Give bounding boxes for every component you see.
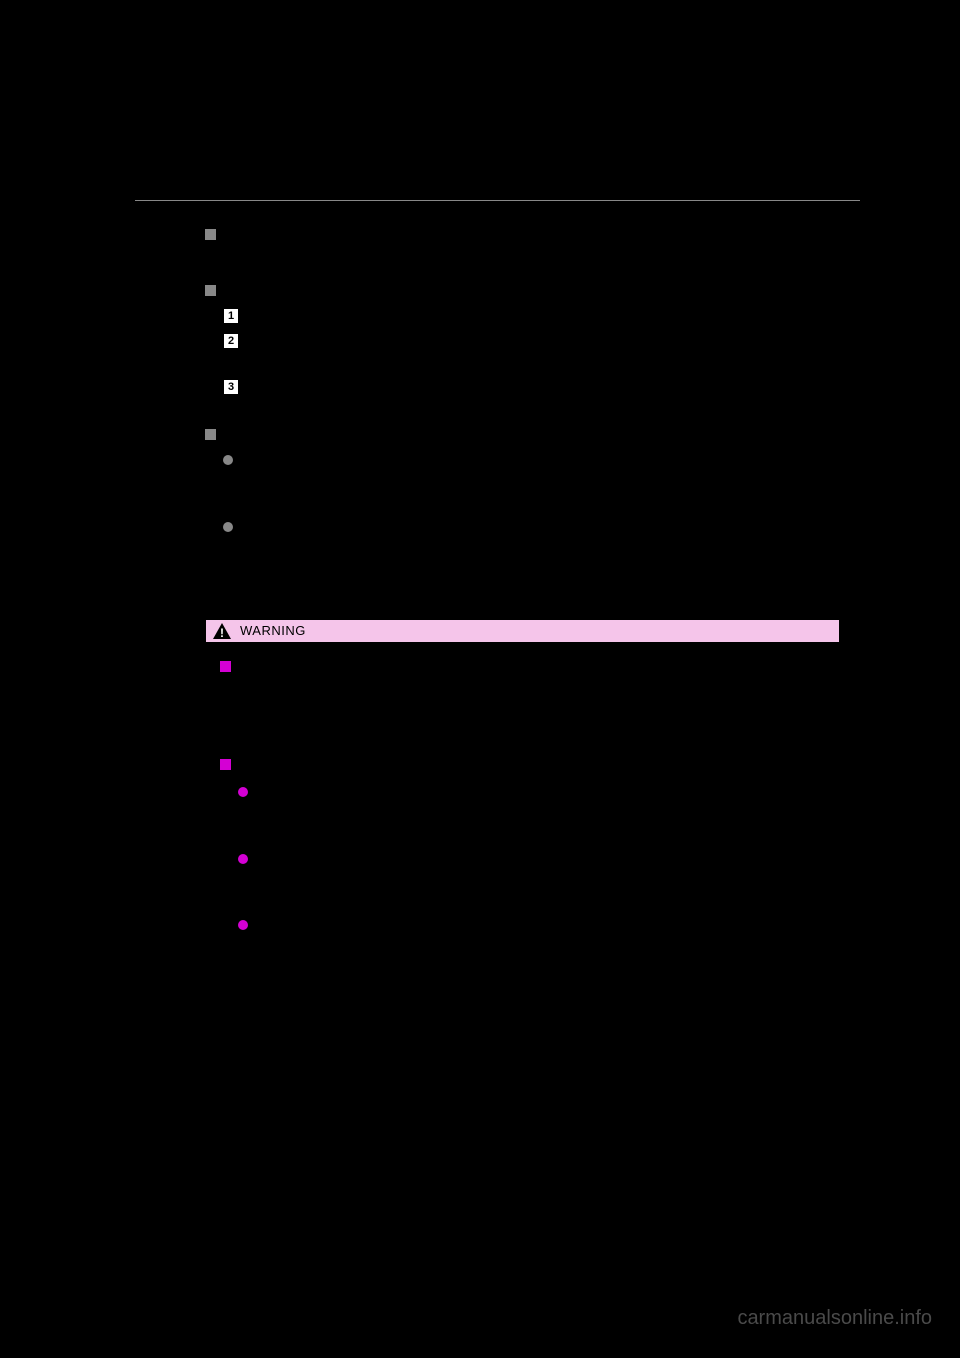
square-bullet-magenta-icon <box>220 759 231 770</box>
list-item: →P. 385 <box>247 306 300 327</box>
warning-list-item: Do not use tire sizes other than those r… <box>258 849 825 910</box>
numbered-step-icon: 2 <box>223 333 239 349</box>
section-heading: If the tread on snow tires wears down be… <box>222 225 616 246</box>
list-item: When rotating front and rear tires which… <box>243 517 840 601</box>
numbered-step-icon: 3 <box>223 379 239 395</box>
warning-heading: When the specified size for front/rear t… <box>237 755 556 776</box>
warning-list-item: Do not mix tires of different makes, mod… <box>258 782 825 843</box>
section-heading: When replacing the tires and wheels <box>222 425 464 446</box>
warning-box: ! WARNING When inspecting or replacing t… <box>205 619 840 977</box>
circle-bullet-icon <box>223 455 233 465</box>
square-bullet-icon <box>205 229 216 240</box>
paragraph: The effectiveness of the tires as snow t… <box>223 250 840 271</box>
warning-header: ! WARNING <box>205 619 840 643</box>
warning-triangle-icon: ! <box>212 622 232 640</box>
warning-body: When inspecting or replacing tires Obser… <box>205 643 840 977</box>
circle-bullet-magenta-icon <box>238 920 248 930</box>
list-item: If the ID code of the tire pressure warn… <box>243 450 840 513</box>
list-item: The tire inflation pressure initializati… <box>247 331 552 373</box>
svg-text:!: ! <box>220 626 224 640</box>
square-bullet-magenta-icon <box>220 661 231 672</box>
section-heading: Situations in which the tire pressure wa… <box>222 281 745 302</box>
list-item: The warning performance of the tire pres… <box>247 377 632 419</box>
square-bullet-icon <box>205 429 216 440</box>
circle-bullet-magenta-icon <box>238 787 248 797</box>
page-number: 392 <box>135 170 160 187</box>
warning-heading: When inspecting or replacing tires <box>237 657 466 678</box>
footer-doc-id: 86_OM_USA_OM18083U <box>135 1191 262 1203</box>
warning-list-item: Do not mix differently constructed tires… <box>258 915 747 956</box>
warning-label: WARNING <box>240 621 306 641</box>
breadcrumb: 7-3. Do-it-yourself maintenance <box>679 170 860 187</box>
header-rule <box>135 200 860 201</box>
main-content: If the tread on snow tires wears down be… <box>205 225 840 977</box>
square-bullet-icon <box>205 285 216 296</box>
circle-bullet-magenta-icon <box>238 854 248 864</box>
warning-paragraph: Observe the following precautions to pre… <box>238 684 825 745</box>
footer-watermark: carmanualsonline.info <box>737 1307 932 1330</box>
circle-bullet-icon <box>223 522 233 532</box>
numbered-step-icon: 1 <box>223 308 239 324</box>
